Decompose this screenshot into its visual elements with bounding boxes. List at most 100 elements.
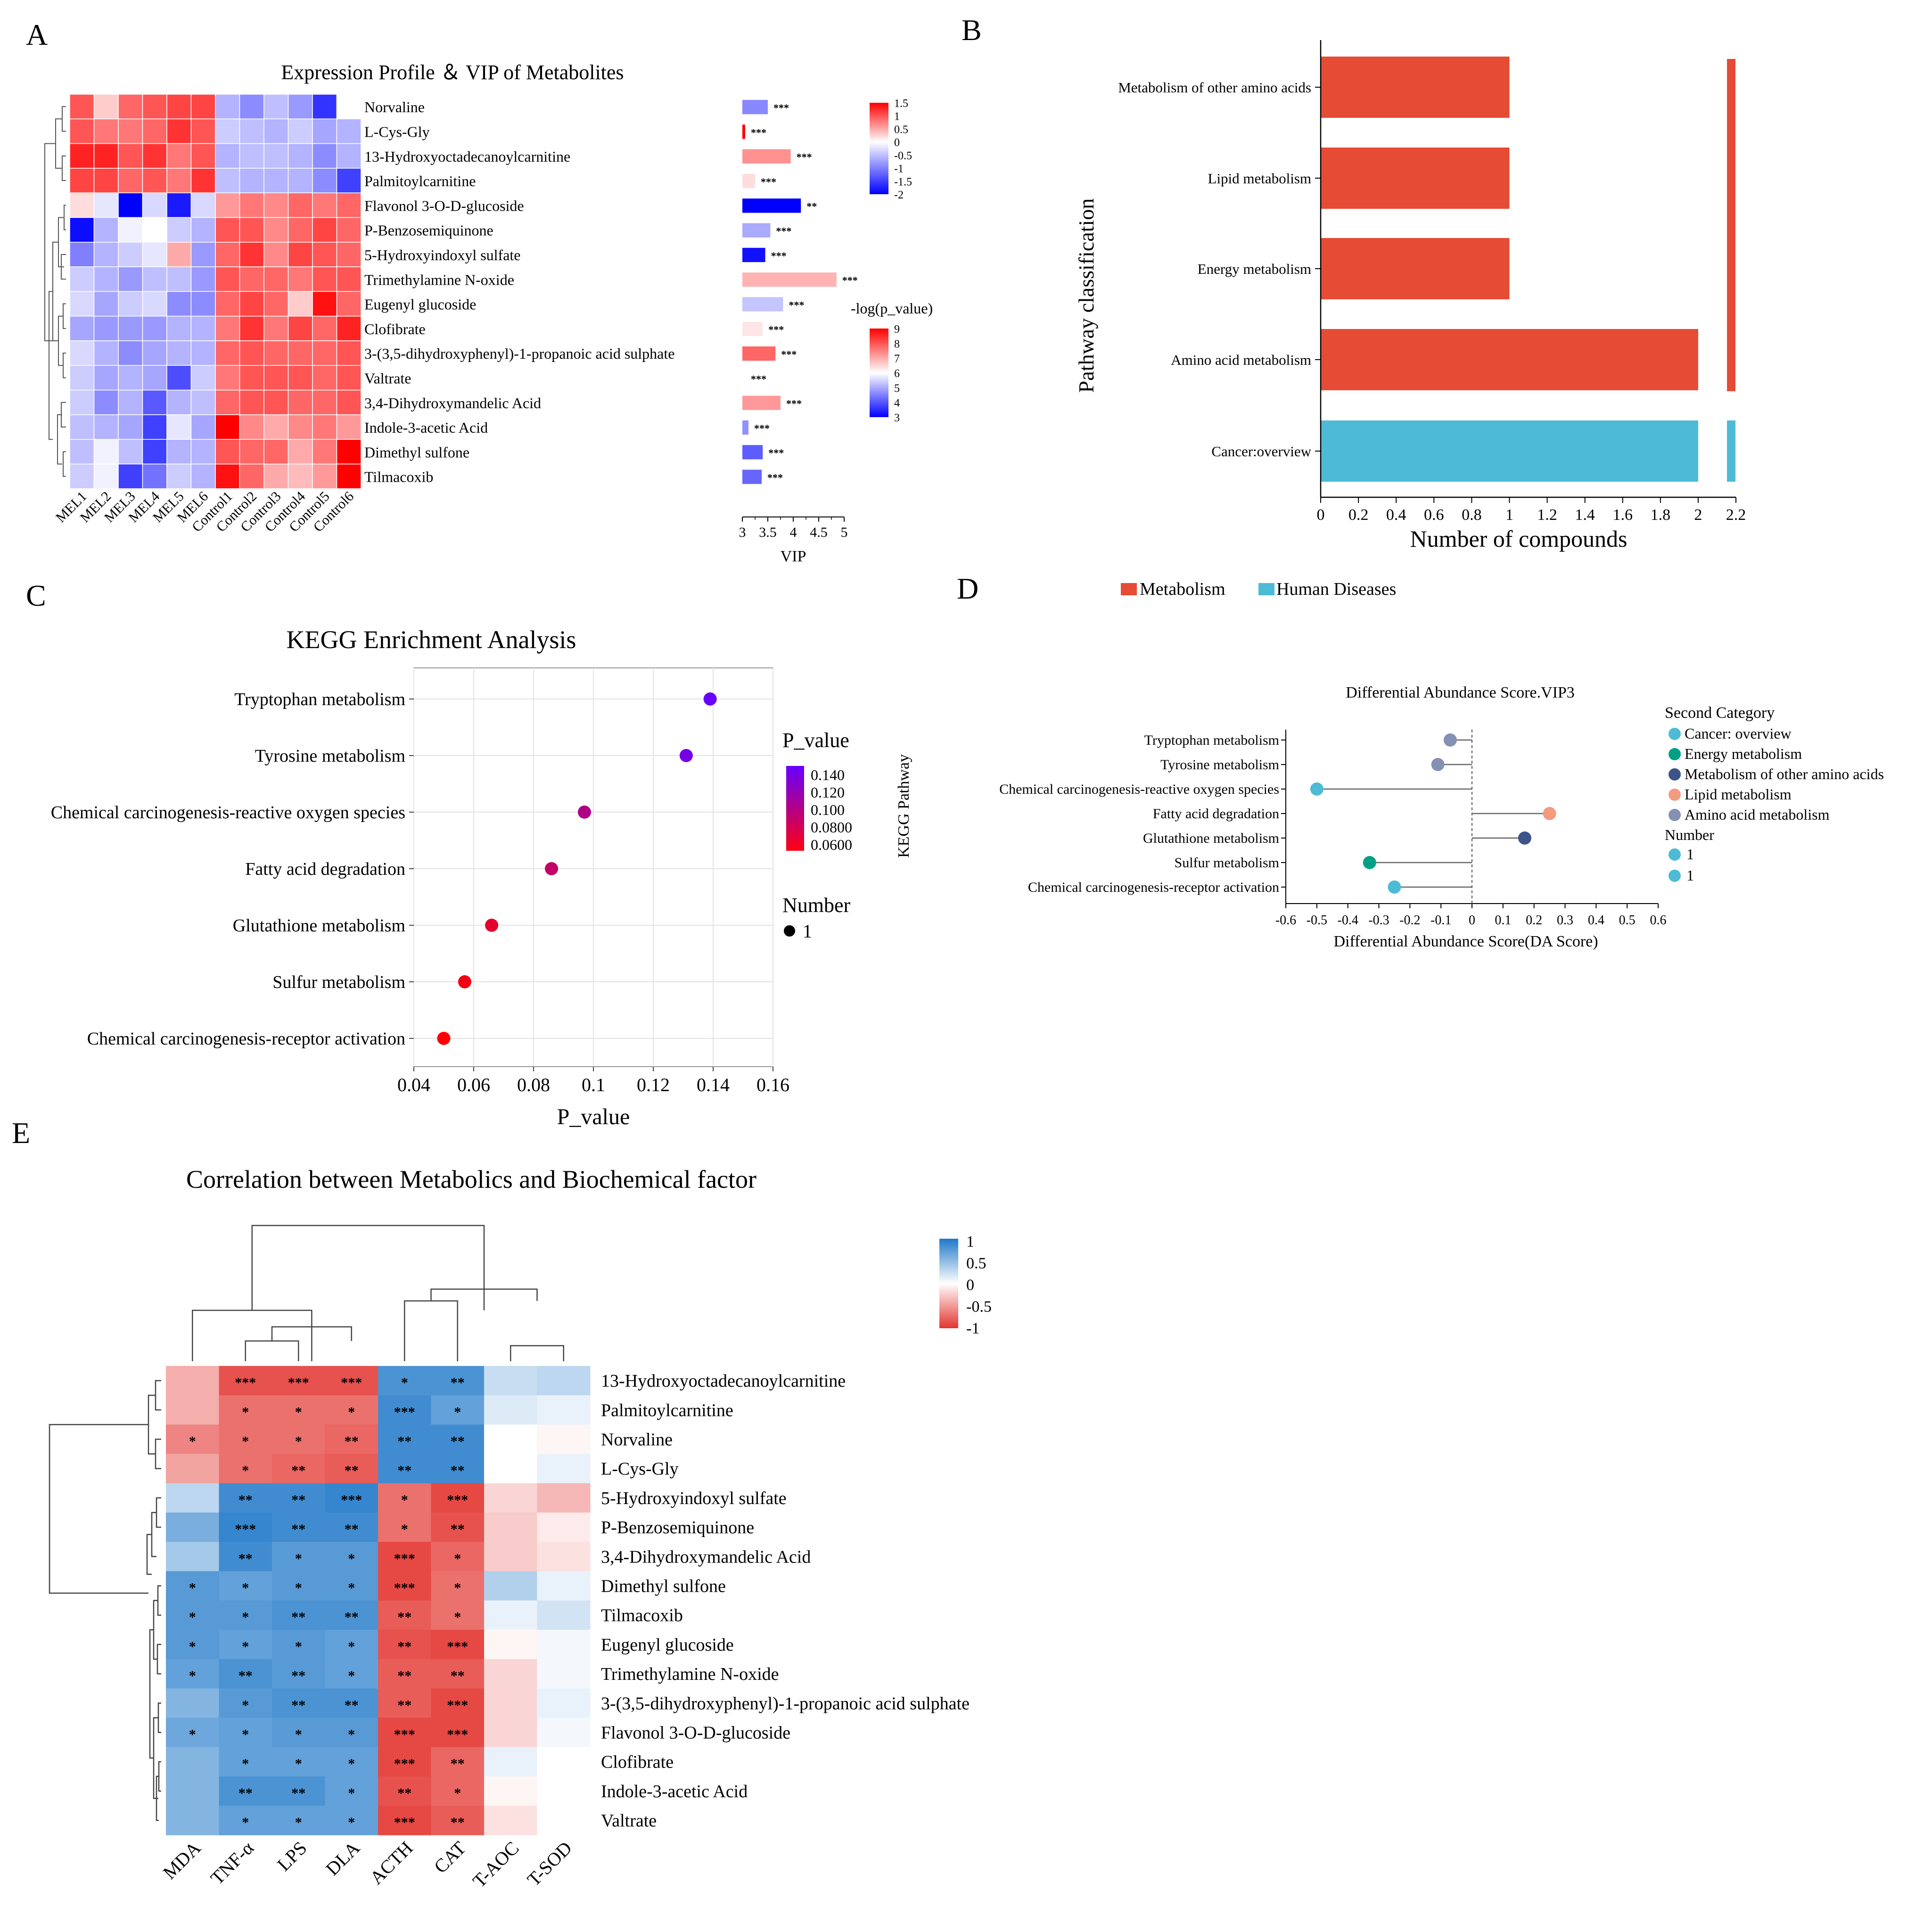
heat-cell <box>142 439 167 465</box>
significance-mark: ** <box>291 1697 305 1713</box>
correlation-cell <box>272 1571 325 1601</box>
heat-cell <box>336 217 362 243</box>
panel-c-title: KEGG Enrichment Analysis <box>287 625 576 654</box>
significance-mark: ** <box>451 1668 465 1684</box>
correlation-cell <box>378 1776 431 1806</box>
heat-cell <box>336 168 362 193</box>
vip-bar <box>742 272 837 287</box>
significance-mark: *** <box>842 274 858 286</box>
heat-cell <box>69 94 95 120</box>
heat-cell <box>118 168 143 193</box>
pathway-label: Tyrosine metabolism <box>255 746 405 766</box>
correlation-cell <box>219 1688 272 1718</box>
correlation-cell <box>219 1776 272 1806</box>
x-tick-label: 0.1 <box>1495 913 1511 928</box>
heat-cell <box>118 463 143 489</box>
heat-cell <box>190 291 216 317</box>
heat-cell <box>263 365 289 391</box>
significance-mark: ** <box>397 1463 411 1479</box>
correlation-cell <box>484 1454 537 1484</box>
heat-cell <box>336 389 362 415</box>
heat-cell <box>239 94 264 120</box>
heat-cell <box>312 242 337 267</box>
heat-cell <box>288 168 313 193</box>
legend-title: Second Category <box>1665 704 1775 722</box>
dendrogram-branch <box>155 1439 161 1469</box>
legend-label: Metabolism of other amino acids <box>1685 765 1884 782</box>
correlation-cell <box>378 1366 431 1396</box>
correlation-cell <box>166 1483 219 1513</box>
significance-mark: * <box>454 1551 461 1566</box>
p-legend-bar <box>870 329 888 417</box>
p-legend-tick: 0.140 <box>811 766 845 783</box>
metabolite-label: Valtrate <box>364 370 411 387</box>
significance-mark: ** <box>291 1668 305 1684</box>
significance-mark: * <box>454 1404 461 1420</box>
heat-cell <box>93 315 119 341</box>
pathway-label: Metabolism of other amino acids <box>1118 79 1311 96</box>
pathway-bar <box>1321 57 1510 118</box>
heat-cell <box>336 439 362 465</box>
correlation-cell <box>484 1542 537 1571</box>
number-legend-dot <box>1669 870 1681 882</box>
x-tick-label: 0.2 <box>1526 913 1542 928</box>
heat-cell <box>93 192 119 218</box>
significance-mark: *** <box>288 1375 309 1390</box>
heat-cell <box>215 94 240 120</box>
significance-mark: * <box>295 1551 302 1566</box>
significance-mark: ** <box>238 1551 253 1566</box>
significance-mark: *** <box>447 1492 468 1508</box>
correlation-cell <box>166 1542 219 1571</box>
heat-cell <box>288 143 313 169</box>
x-tick-label: 0.4 <box>1588 913 1604 928</box>
group-strip-disease <box>1727 420 1735 482</box>
heat-cell <box>215 439 240 465</box>
p-legend-tick: 3 <box>894 412 900 424</box>
correlation-cell <box>166 1629 219 1660</box>
significance-mark: ** <box>451 1521 465 1537</box>
heat-cell <box>166 315 192 341</box>
significance-mark: *** <box>394 1727 415 1743</box>
heat-cell <box>166 118 192 144</box>
significance-mark: ** <box>238 1492 253 1508</box>
factor-label: CAT <box>430 1837 470 1877</box>
correlation-cell <box>325 1688 378 1718</box>
metabolite-label: 3,4-Dihydroxymandelic Acid <box>364 395 541 411</box>
significance-mark: * <box>348 1551 355 1566</box>
heat-cell <box>312 118 337 144</box>
heat-cell <box>215 291 240 317</box>
significance-mark: *** <box>754 422 770 434</box>
x-tick-label: -0.2 <box>1399 913 1420 928</box>
significance-mark: ** <box>238 1785 253 1801</box>
vip-tick-label: 3 <box>739 525 746 540</box>
correlation-cell <box>166 1659 219 1689</box>
x-tick-label: 0.3 <box>1557 913 1573 928</box>
correlation-cell <box>378 1718 431 1748</box>
heat-cell <box>263 192 289 218</box>
heat-cell <box>118 340 143 366</box>
correlation-cell <box>272 1806 325 1835</box>
significance-mark: *** <box>761 176 776 188</box>
heat-cell <box>336 143 362 169</box>
metabolite-label: Palmitoylcarnitine <box>364 173 476 189</box>
correlation-cell <box>537 1571 591 1601</box>
x-tick-label: 0.12 <box>637 1074 670 1095</box>
p-legend-tick: 5 <box>894 382 900 395</box>
correlation-cell <box>378 1542 431 1571</box>
legend-label: Cancer: overview <box>1685 725 1792 742</box>
heat-cell <box>69 315 95 341</box>
heat-cell <box>288 266 313 292</box>
factor-label: T-AOC <box>469 1837 523 1892</box>
significance-mark: *** <box>768 324 784 336</box>
heat-cell <box>118 315 143 341</box>
heat-cell <box>239 192 264 218</box>
dendrogram-branch <box>158 1761 161 1792</box>
heat-cell <box>215 217 240 243</box>
heat-cell <box>190 94 216 120</box>
metabolite-label: Trimethylamine N-oxide <box>601 1664 779 1684</box>
heat-cell <box>93 340 119 366</box>
correlation-cell <box>431 1688 485 1718</box>
correlation-cell <box>325 1629 378 1660</box>
correlation-cell <box>272 1483 325 1513</box>
heat-cell <box>215 143 240 169</box>
